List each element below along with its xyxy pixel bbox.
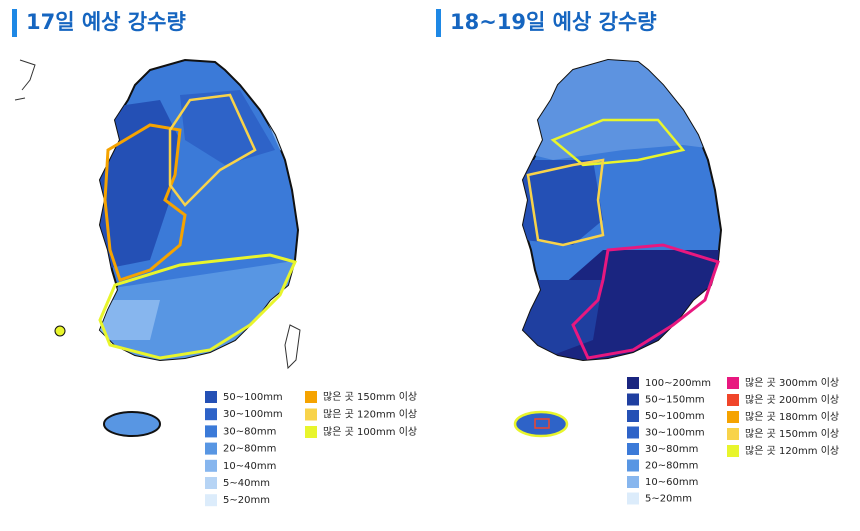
legend-swatch (627, 393, 639, 406)
legend-swatch (205, 425, 217, 438)
legend-label: 50~150mm (645, 395, 705, 406)
legend-swatch (727, 394, 739, 406)
legend-swatch (205, 494, 217, 507)
panel-title: 17일 예상 강수량 (26, 10, 186, 34)
legend-label: 30~80mm (223, 426, 276, 437)
legend-swatch (627, 426, 639, 439)
panel-title: 18~19일 예상 강수량 (450, 10, 657, 34)
legend-swatch (727, 411, 739, 423)
legend-label: 많은 곳 180mm 이상 (745, 411, 839, 423)
legend-label: 많은 곳 300mm 이상 (745, 377, 839, 389)
left-panel: 17일 예상 강수량 (12, 9, 301, 437)
legend-swatch (305, 408, 317, 421)
title-bar (436, 9, 441, 37)
legend-label: 50~100mm (645, 411, 705, 422)
legend-label: 5~40mm (223, 478, 270, 489)
legend-swatch (305, 391, 317, 403)
legend-label: 많은 곳 200mm 이상 (745, 394, 839, 406)
legend-label: 100~200mm (645, 378, 711, 389)
legend-label: 10~60mm (645, 477, 698, 488)
legend-swatch (205, 442, 217, 455)
legend-label: 많은 곳 100mm 이상 (323, 426, 417, 438)
legend-swatch (627, 492, 639, 505)
legend-label: 많은 곳 150mm 이상 (323, 391, 417, 403)
legend-label: 20~80mm (223, 444, 276, 455)
legend-swatch (627, 459, 639, 472)
coast-outline (14, 59, 36, 101)
legend-swatch (305, 426, 317, 438)
legend-swatch (727, 428, 739, 440)
legend-label: 30~80mm (645, 444, 698, 455)
legend-swatch (205, 408, 217, 421)
legend-swatch (205, 477, 217, 489)
legend-label: 50~100mm (223, 392, 283, 403)
right-panel: 18~19일 예상 강수량 (436, 9, 722, 438)
korea-map (54, 59, 301, 437)
legend-swatch (727, 377, 739, 389)
legend-label: 20~80mm (645, 461, 698, 472)
legend-swatch (627, 443, 639, 455)
title-bar (12, 9, 17, 37)
legend-label: 5~20mm (645, 494, 692, 505)
legend-swatch (627, 476, 639, 488)
legend-label: 많은 곳 120mm 이상 (745, 445, 839, 457)
legend-swatch (727, 445, 739, 457)
legend-label: 10~40mm (223, 461, 276, 472)
legend-label: 많은 곳 120mm 이상 (323, 409, 417, 421)
legend-label: 많은 곳 150mm 이상 (745, 428, 839, 440)
legend-swatch (205, 459, 217, 472)
legend-swatch (205, 391, 217, 403)
legend-swatch (627, 410, 639, 422)
legend-swatch (627, 377, 639, 389)
legend-label: 30~100mm (223, 409, 283, 420)
legend-label: 30~100mm (645, 428, 705, 439)
legend-label: 5~20mm (223, 495, 270, 506)
